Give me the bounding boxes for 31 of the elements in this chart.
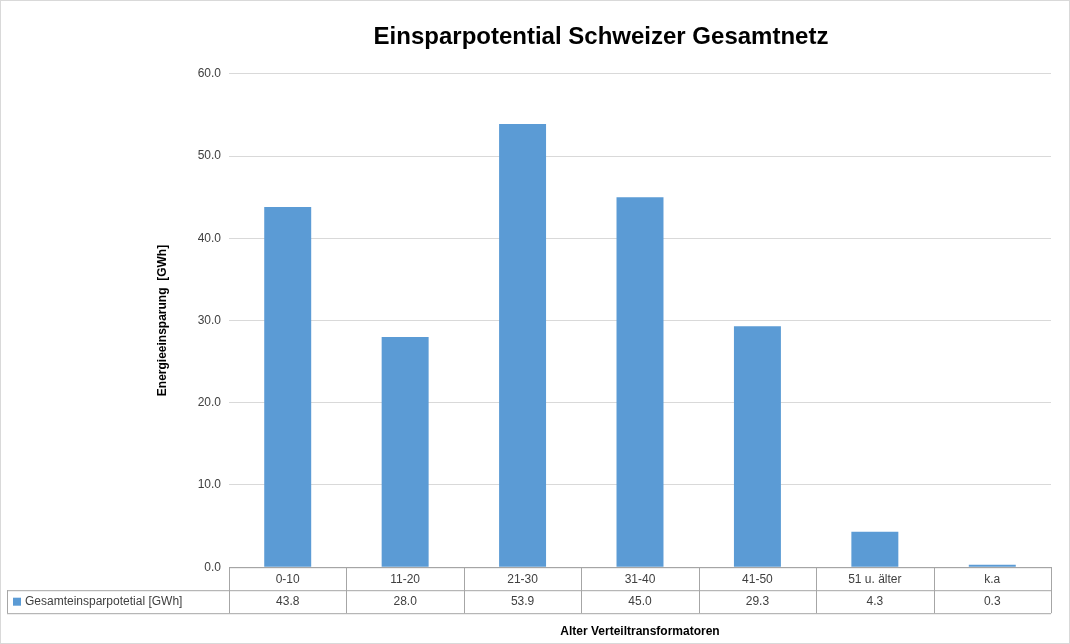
y-tick-label: 50.0 (197, 148, 222, 163)
data-label: 28.0 (393, 594, 418, 609)
y-axis-title: Energieeinsparung [GWh] (154, 244, 169, 397)
y-tick-label: 60.0 (197, 66, 222, 81)
x-tick-label: 31-40 (624, 571, 656, 586)
bar (381, 336, 429, 567)
chart-title: Einsparpotential Schweizer Gesamtnetz (373, 22, 829, 50)
x-tick-label: k.a (984, 571, 1001, 586)
y-tick-label: 10.0 (197, 477, 222, 492)
x-tick-label: 0-10 (275, 571, 301, 586)
y-tick-label: 0.0 (204, 559, 222, 574)
data-label: 4.3 (866, 594, 884, 609)
data-label: 0.3 (983, 594, 1001, 609)
bar (264, 207, 312, 567)
x-tick-label: 51 u. älter (848, 571, 902, 586)
data-label: 43.8 (276, 594, 300, 609)
x-tick-label: 41-50 (742, 571, 774, 586)
x-axis-title: Alter Verteiltransformatoren (560, 624, 720, 639)
bar (851, 531, 899, 567)
data-label: 29.3 (745, 594, 770, 609)
bar (733, 326, 781, 567)
y-tick-label: 30.0 (197, 312, 222, 327)
legend-label: Gesamteinsparpotetial [GWh] (25, 594, 183, 609)
data-label: 45.0 (628, 594, 652, 609)
y-tick-label: 20.0 (197, 395, 222, 410)
bar (616, 197, 664, 567)
data-label: 53.9 (510, 594, 535, 609)
y-tick-label: 40.0 (197, 230, 222, 245)
bar (499, 123, 547, 567)
x-tick-label: 21-30 (507, 571, 539, 586)
x-tick-label: 11-20 (390, 571, 421, 586)
